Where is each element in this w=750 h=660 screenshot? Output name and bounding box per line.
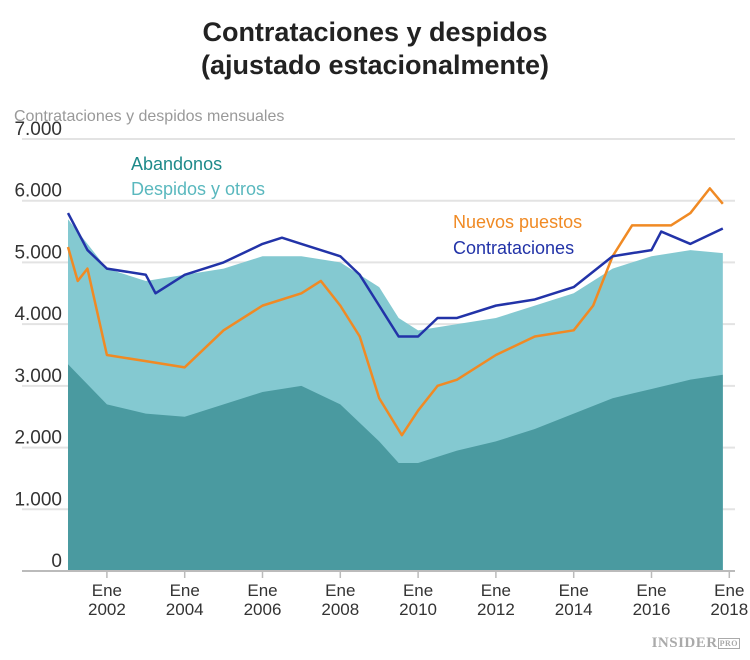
x-tick-label-month: Ene [481, 581, 511, 600]
x-tick-label-year: 2012 [477, 600, 515, 619]
x-tick-label-year: 2004 [166, 600, 204, 619]
x-tick-label-year: 2006 [244, 600, 282, 619]
legend-contrataciones: Contrataciones [453, 238, 574, 258]
axes: 01.0002.0003.0004.0005.0006.0007.000Ene2… [14, 119, 748, 619]
y-tick-label: 7.000 [14, 119, 62, 140]
x-tick-label-month: Ene [714, 581, 744, 600]
x-tick-label-year: 2014 [555, 600, 593, 619]
chart-title: Contrataciones y despidos (ajustado esta… [0, 16, 750, 82]
legend-nuevos-puestos: Nuevos puestos [453, 212, 582, 232]
y-tick-label: 4.000 [14, 304, 62, 325]
y-tick-label: 0 [51, 551, 62, 572]
y-axis-label: Contrataciones y despidos mensuales [14, 108, 284, 125]
x-tick-label-year: 2008 [321, 600, 359, 619]
y-tick-label: 1.000 [14, 489, 62, 510]
x-tick-label-year: 2016 [633, 600, 671, 619]
x-tick-label-year: 2010 [399, 600, 437, 619]
areas [68, 219, 723, 571]
y-tick-label: 3.000 [14, 366, 62, 387]
x-tick-label-year: 2002 [88, 600, 126, 619]
x-tick-label-month: Ene [636, 581, 666, 600]
chart-title-line-1: Contrataciones y despidos [202, 17, 548, 47]
x-tick-label-month: Ene [559, 581, 589, 600]
y-tick-label: 2.000 [14, 428, 62, 449]
area-abandonos [68, 364, 723, 571]
x-tick-label-month: Ene [170, 581, 200, 600]
x-tick-label-month: Ene [247, 581, 277, 600]
chart-title-line-2: (ajustado estacionalmente) [200, 50, 550, 80]
x-tick-label-month: Ene [92, 581, 122, 600]
insider-pro-logo: INSIDER PRO [651, 635, 740, 651]
line-nuevos-puestos [66, 187, 724, 437]
legend-despidos: Despidos y otros [131, 179, 265, 199]
lines [66, 187, 724, 437]
y-tick-label: 6.000 [14, 181, 62, 202]
x-tick-label-month: Ene [403, 581, 433, 600]
line-contrataciones [66, 212, 724, 338]
y-tick-label: 5.000 [14, 242, 62, 263]
x-tick-label-month: Ene [325, 581, 355, 600]
legend-abandonos: Abandonos [131, 154, 222, 174]
x-tick-label-year: 2018 [710, 600, 748, 619]
